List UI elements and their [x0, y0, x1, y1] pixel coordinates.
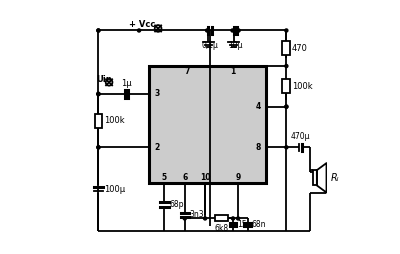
Text: 470μ: 470μ — [290, 132, 310, 141]
Text: 7: 7 — [185, 67, 190, 76]
Text: 2: 2 — [154, 143, 160, 152]
Circle shape — [285, 29, 288, 32]
Polygon shape — [317, 163, 326, 193]
Text: 0,1μ: 0,1μ — [202, 41, 218, 50]
Circle shape — [97, 29, 100, 32]
Text: 15p: 15p — [237, 220, 251, 229]
Text: 100μ: 100μ — [104, 185, 125, 194]
Circle shape — [232, 217, 234, 220]
Circle shape — [97, 146, 100, 149]
Text: + Vcc: + Vcc — [129, 20, 155, 29]
Bar — [95, 114, 102, 128]
Text: 3n3: 3n3 — [189, 210, 204, 219]
Text: 100k: 100k — [104, 116, 125, 125]
Text: 8: 8 — [256, 143, 261, 152]
Bar — [282, 79, 290, 93]
Text: 10μ: 10μ — [228, 41, 243, 50]
Circle shape — [206, 29, 209, 32]
Text: Uin: Uin — [96, 75, 112, 84]
Circle shape — [138, 29, 140, 32]
Text: 6: 6 — [182, 173, 187, 182]
Circle shape — [285, 146, 288, 149]
Circle shape — [237, 29, 240, 32]
Text: 10: 10 — [200, 173, 210, 182]
Text: 1: 1 — [230, 67, 236, 76]
Bar — [313, 170, 317, 185]
Circle shape — [285, 105, 288, 108]
Circle shape — [97, 29, 100, 32]
Text: 1μ: 1μ — [121, 79, 132, 88]
Text: 5: 5 — [162, 173, 167, 182]
Circle shape — [231, 29, 234, 32]
Circle shape — [97, 92, 100, 96]
Circle shape — [204, 217, 207, 220]
Text: 9: 9 — [236, 173, 241, 182]
Circle shape — [97, 146, 100, 149]
Text: 470: 470 — [292, 44, 308, 53]
Text: 6k8: 6k8 — [214, 224, 229, 233]
Circle shape — [285, 105, 288, 108]
Bar — [215, 215, 228, 221]
Circle shape — [97, 92, 100, 96]
Circle shape — [97, 92, 100, 96]
Circle shape — [285, 65, 288, 68]
Bar — [149, 66, 266, 183]
Text: 68p: 68p — [169, 200, 184, 209]
Bar — [282, 41, 290, 55]
Text: 100k: 100k — [292, 82, 312, 91]
Circle shape — [236, 217, 240, 220]
Text: Rₗ: Rₗ — [331, 173, 339, 183]
Text: 3: 3 — [154, 89, 160, 99]
Text: 4: 4 — [256, 102, 261, 111]
Circle shape — [183, 217, 186, 220]
Text: 68n: 68n — [252, 220, 266, 229]
